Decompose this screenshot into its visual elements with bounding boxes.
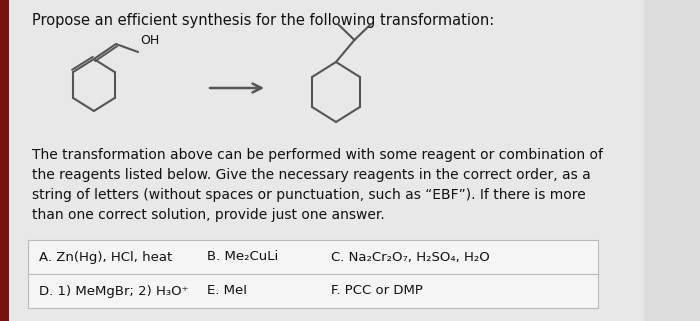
Text: E. MeI: E. MeI [207,284,247,298]
Text: The transformation above can be performed with some reagent or combination of
th: The transformation above can be performe… [32,148,603,222]
Text: B. Me₂CuLi: B. Me₂CuLi [207,250,279,264]
Text: D. 1) MeMgBr; 2) H₃O⁺: D. 1) MeMgBr; 2) H₃O⁺ [38,284,188,298]
Text: A. Zn(Hg), HCl, heat: A. Zn(Hg), HCl, heat [38,250,172,264]
Text: Propose an efficient synthesis for the following transformation:: Propose an efficient synthesis for the f… [32,13,494,28]
FancyBboxPatch shape [27,240,598,308]
Bar [0,0,9,321]
Text: F. PCC or DMP: F. PCC or DMP [331,284,424,298]
Text: OH: OH [140,34,159,47]
Text: C. Na₂Cr₂O₇, H₂SO₄, H₂O: C. Na₂Cr₂O₇, H₂SO₄, H₂O [331,250,490,264]
